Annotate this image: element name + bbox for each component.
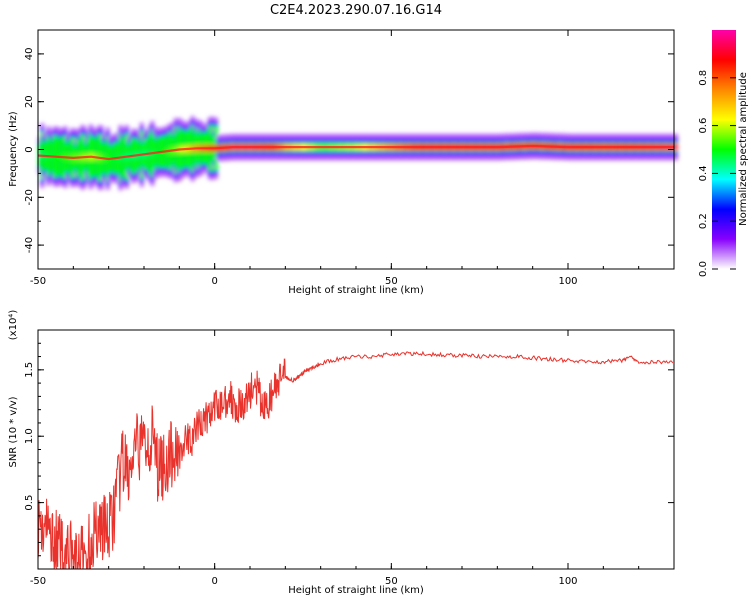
heatmap-ridge-peak <box>37 144 674 161</box>
heatmap-y-tick-label: 40 <box>24 48 35 61</box>
heatmap-y-tick-label: -40 <box>24 237 35 253</box>
heatmap-y-tick-label: 20 <box>24 95 35 108</box>
colorbar-tick-label: 0.8 <box>698 70 709 86</box>
colorbar-tick-label: 0.6 <box>698 118 709 134</box>
snr-x-tick-label: 100 <box>558 576 577 587</box>
colorbar-tick-label: 0.4 <box>698 165 709 181</box>
snr-y-exponent: (x10⁴) <box>8 310 19 341</box>
heatmap-y-tick-label: 0 <box>24 146 35 152</box>
snr-y-tick-label: 0.5 <box>24 495 35 511</box>
snr-y-tick-label: 1.5 <box>24 362 35 378</box>
colorbar-gradient <box>712 30 736 269</box>
heatmap-x-tick-label: 50 <box>385 276 398 287</box>
snr-x-axis-label: Height of straight line (km) <box>288 585 424 596</box>
snr-x-tick-label: -50 <box>30 576 46 587</box>
colorbar-ticks: 0.0 0.2 0.4 0.6 0.8 <box>698 70 736 277</box>
snr-ticks: -50 0 50 100 1.5 1.0 0.5 <box>24 330 675 587</box>
heatmap-y-axis-label: Frequency (Hz) <box>8 111 19 187</box>
snr-x-tick-label: 0 <box>211 576 217 587</box>
snr-plot-area <box>38 330 674 569</box>
snr-y-tick-label: 1.0 <box>24 428 35 444</box>
heatmap-y-tick-label: -20 <box>24 189 35 205</box>
heatmap-x-axis-label: Height of straight line (km) <box>288 285 424 296</box>
snr-y-axis-label: SNR (10 * v/v) <box>8 396 19 467</box>
heatmap-x-tick-label: 0 <box>211 276 217 287</box>
figure-title: C2E4.2023.290.07.16.G14 <box>270 3 442 18</box>
heatmap-x-tick-label: 100 <box>558 276 577 287</box>
colorbar-label: Normalized spectral amplitude <box>738 72 749 226</box>
heatmap-x-tick-label: -50 <box>30 276 46 287</box>
snr-x-tick-label: 50 <box>385 576 398 587</box>
heatmap-cell <box>674 143 678 151</box>
heatmap-ticks: -50 0 50 100 40 20 0 -20 -40 <box>24 29 675 287</box>
colorbar-tick-label: 0.2 <box>698 213 709 229</box>
heatmap-ridge-core <box>37 144 674 161</box>
colorbar-tick-label: 0.0 <box>698 261 709 277</box>
colorbar: 0.0 0.2 0.4 0.6 0.8 Normalized spectral ampl… <box>698 30 749 277</box>
heatmap-panel: -50 0 50 100 40 20 0 -20 -40 Height of straight … <box>8 29 678 296</box>
snr-panel: -50 0 50 100 1.5 1.0 0.5 Height of straight li… <box>8 310 675 596</box>
snr-series-line <box>37 350 674 570</box>
